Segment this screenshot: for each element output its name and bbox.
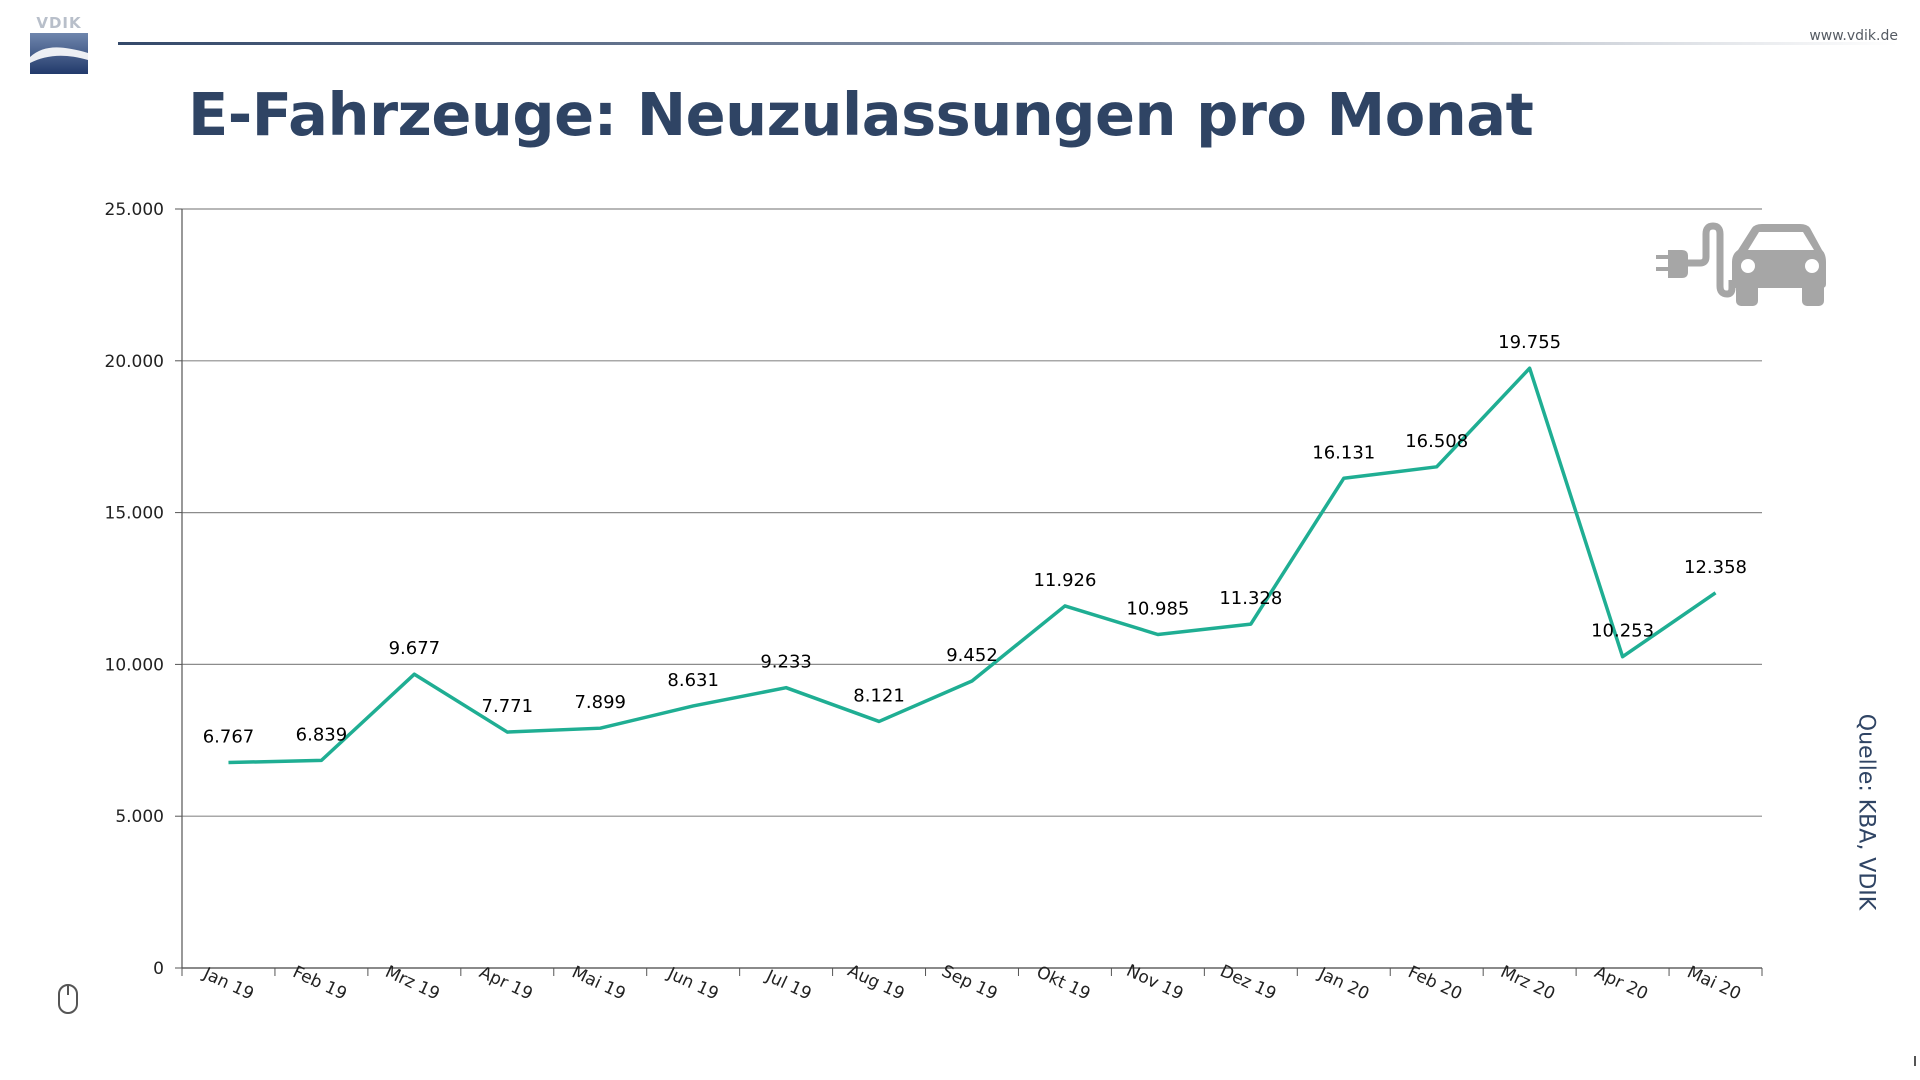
data-label: 11.926 [1033, 570, 1096, 591]
corner-mark [1914, 1056, 1916, 1066]
data-label: 9.677 [389, 638, 441, 659]
y-tick-label: 10.000 [105, 655, 164, 675]
logo-text: VDIK [36, 14, 82, 32]
y-tick-label: 20.000 [105, 352, 164, 372]
data-label: 9.233 [760, 652, 812, 673]
y-tick-label: 5.000 [115, 807, 164, 827]
y-tick-label: 0 [153, 959, 164, 979]
logo-wave-icon [30, 33, 88, 74]
y-tick-label: 15.000 [105, 504, 164, 524]
data-label: 8.631 [667, 670, 719, 691]
data-label: 6.839 [296, 724, 348, 745]
data-label: 7.771 [482, 696, 534, 717]
axes [175, 208, 1763, 976]
source-note: Quelle: KBA, VDIK [1853, 713, 1879, 911]
header-rule [118, 42, 1898, 45]
x-tick-label: Okt 19 [1033, 962, 1093, 1004]
data-label: 8.121 [853, 685, 905, 706]
data-label: 7.899 [574, 692, 626, 713]
vdik-logo: VDIK [30, 14, 88, 74]
data-label: 19.755 [1498, 332, 1561, 353]
x-tick-label: Mai 19 [569, 962, 629, 1004]
data-label: 11.328 [1219, 588, 1282, 609]
data-label: 16.508 [1405, 431, 1468, 452]
data-label: 16.131 [1312, 442, 1375, 463]
electric-car-icon [1656, 222, 1826, 306]
x-tick-label: Jan 20 [1314, 963, 1372, 1004]
series-line [228, 366, 1717, 765]
x-tick-label: Jul 19 [762, 966, 814, 1005]
x-tick-label: Mai 20 [1684, 962, 1744, 1004]
x-tick-label: Jan 19 [199, 963, 257, 1004]
mouse-icon[interactable] [57, 983, 79, 1015]
y-tick-label: 25.000 [105, 200, 164, 220]
data-label: 9.452 [946, 645, 998, 666]
data-label: 10.985 [1126, 598, 1189, 619]
x-tick-label: Jun 19 [664, 963, 722, 1004]
x-tick-label: Apr 20 [1591, 963, 1651, 1005]
page-title: E-Fahrzeuge: Neuzulassungen pro Monat [188, 80, 1534, 149]
series [228, 366, 1717, 765]
y-axis-ticks: 0 5.000 10.000 15.000 20.000 25.000 [105, 200, 164, 979]
data-labels: 6.767 6.839 9.677 7.771 7.899 8.631 9.233 8.121… [203, 332, 1747, 747]
data-label: 12.358 [1684, 557, 1747, 578]
data-label: 10.253 [1591, 621, 1654, 642]
gridlines [182, 208, 1762, 969]
data-label: 6.767 [203, 727, 255, 748]
website-url[interactable]: www.vdik.de [1809, 28, 1898, 44]
x-tick-label: Apr 19 [476, 963, 536, 1005]
